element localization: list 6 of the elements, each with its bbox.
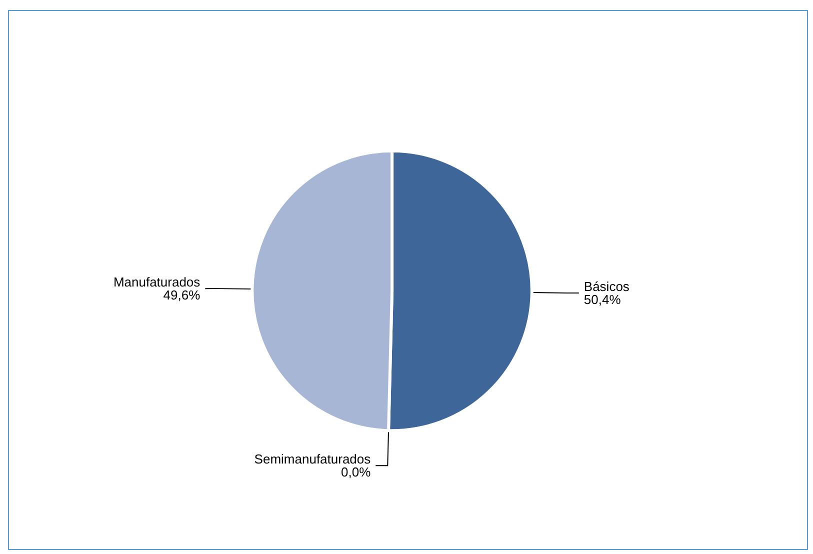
text: 0,0% [341, 464, 371, 480]
slice-label: Básicos [584, 278, 630, 294]
category-label: Semimanufaturados [254, 452, 371, 467]
data-label: 49,6% [163, 288, 201, 303]
slice-label: Manufaturados [113, 274, 201, 290]
data-label: 50,4% [584, 292, 622, 307]
